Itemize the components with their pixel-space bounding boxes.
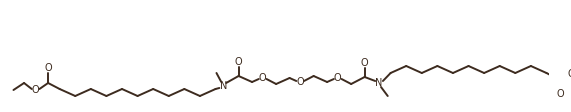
Text: O: O <box>235 57 243 67</box>
Text: O: O <box>296 77 304 87</box>
Text: O: O <box>334 73 341 83</box>
Text: N: N <box>219 81 227 91</box>
Text: O: O <box>45 63 52 73</box>
Text: N: N <box>375 78 383 88</box>
Text: O: O <box>259 73 267 83</box>
Text: O: O <box>32 85 39 95</box>
Text: O: O <box>361 58 368 68</box>
Text: O: O <box>556 89 564 99</box>
Text: O: O <box>568 69 571 79</box>
